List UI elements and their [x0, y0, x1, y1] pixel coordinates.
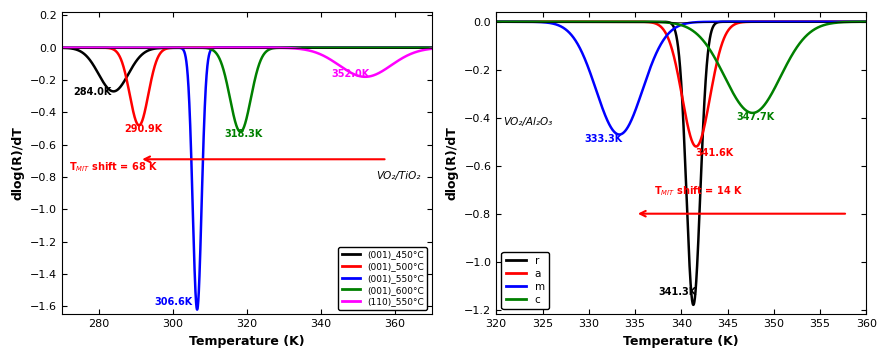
Text: 306.6K: 306.6K	[155, 297, 193, 307]
Text: T$_{MIT}$ shift = 68 K: T$_{MIT}$ shift = 68 K	[69, 160, 158, 174]
Text: 347.7K: 347.7K	[737, 112, 775, 122]
Y-axis label: dlog(R)/dT: dlog(R)/dT	[12, 126, 24, 200]
Legend: r, a, m, c: r, a, m, c	[502, 252, 549, 309]
Text: VO₂/TiO₂: VO₂/TiO₂	[377, 172, 421, 181]
Text: 318.3K: 318.3K	[225, 129, 263, 139]
Text: 284.0K: 284.0K	[73, 87, 111, 97]
Text: 341.3K: 341.3K	[658, 287, 696, 297]
Text: 290.9K: 290.9K	[124, 124, 163, 134]
X-axis label: Temperature (K): Temperature (K)	[189, 335, 305, 348]
Text: T$_{MIT}$ shift = 14 K: T$_{MIT}$ shift = 14 K	[654, 185, 742, 198]
Text: 341.6K: 341.6K	[695, 148, 733, 158]
Text: 352.0K: 352.0K	[332, 69, 370, 79]
Text: 333.3K: 333.3K	[584, 134, 622, 144]
Y-axis label: dlog(R)/dT: dlog(R)/dT	[446, 126, 459, 200]
Legend: (001)_450°C, (001)_500°C, (001)_550°C, (001)_600°C, (110)_550°C: (001)_450°C, (001)_500°C, (001)_550°C, (…	[338, 247, 427, 310]
X-axis label: Temperature (K): Temperature (K)	[623, 335, 739, 348]
Text: VO₂/Al₂O₃: VO₂/Al₂O₃	[503, 117, 553, 127]
